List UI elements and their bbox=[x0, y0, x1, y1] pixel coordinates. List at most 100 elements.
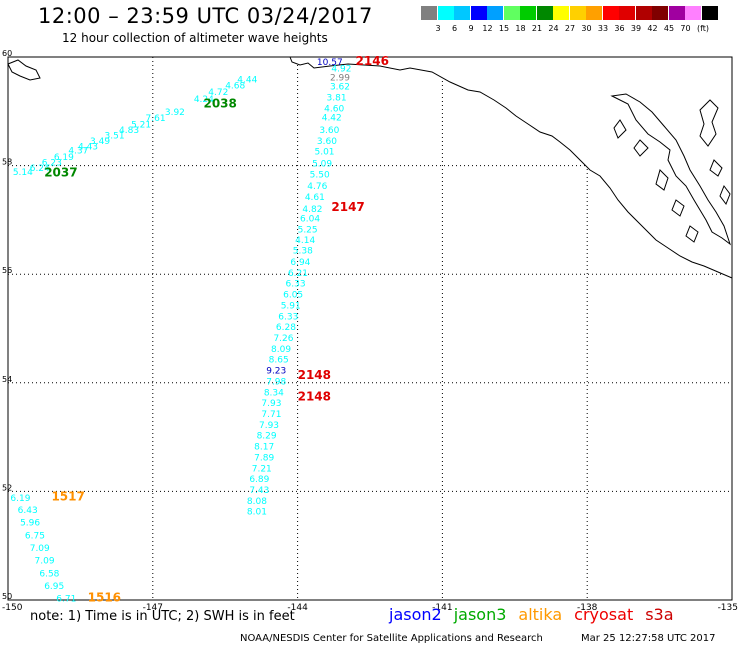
coastline-islands-2 bbox=[699, 99, 719, 147]
wave-height-value: 4.72 bbox=[208, 88, 228, 98]
wave-height-value: 7.98 bbox=[266, 377, 286, 387]
legend-swatch bbox=[685, 6, 701, 20]
lat-tick-label: 52 bbox=[2, 483, 12, 492]
wave-height-value: 7.09 bbox=[30, 544, 50, 554]
wave-height-value: 6.33 bbox=[278, 312, 298, 322]
wave-height-value: 4.68 bbox=[225, 81, 245, 91]
wave-height-value: 4.82 bbox=[302, 205, 322, 215]
wave-height-value: 4.44 bbox=[237, 76, 257, 86]
wave-height-value: 3.51 bbox=[105, 131, 125, 141]
wave-height-value: 6.94 bbox=[290, 258, 310, 268]
page-title: 12:00 – 23:59 UTC 03/24/2017 bbox=[38, 4, 373, 28]
wave-height-value: 6.05 bbox=[283, 291, 303, 301]
wave-height-value: 7.61 bbox=[146, 114, 166, 124]
coastline-islands-3 bbox=[655, 169, 699, 243]
wave-height-value: 5.38 bbox=[293, 247, 313, 257]
wave-height-value: 4.43 bbox=[78, 142, 98, 152]
legend-swatch bbox=[487, 6, 503, 20]
wave-height-value: 5.01 bbox=[314, 148, 334, 158]
alaska-coastline bbox=[7, 56, 733, 279]
legend-label: 36 bbox=[614, 24, 625, 33]
legend-label: 24 bbox=[548, 24, 559, 33]
wave-height-value: 7.93 bbox=[261, 399, 281, 409]
legend-swatch bbox=[553, 6, 569, 20]
legend-swatch bbox=[536, 6, 553, 20]
wave-height-value: 3.81 bbox=[327, 93, 347, 103]
wave-height-value: 8.34 bbox=[264, 388, 284, 398]
lon-tick-label: -147 bbox=[143, 603, 163, 613]
legend-label: 39 bbox=[630, 24, 642, 33]
legend-swatch bbox=[437, 6, 454, 20]
wave-height-value: 7.89 bbox=[254, 453, 274, 463]
lat-tick-label: 56 bbox=[2, 266, 12, 275]
lat-tick-label: 54 bbox=[2, 375, 12, 384]
legend-label: 18 bbox=[515, 24, 526, 33]
wave-height-value: 4.14 bbox=[295, 236, 315, 246]
pass-time-label: 1517 bbox=[51, 490, 84, 504]
wave-height-value: 6.21 bbox=[288, 269, 308, 279]
page-subtitle: 12 hour collection of altimeter wave hei… bbox=[62, 31, 328, 45]
coastline-fjords bbox=[613, 119, 731, 206]
legend-swatch bbox=[668, 6, 685, 20]
wave-height-value: 3.60 bbox=[317, 137, 337, 147]
wave-height-value: 4.24 bbox=[194, 95, 214, 105]
wave-height-value: 3.62 bbox=[330, 83, 350, 93]
legend-label: 21 bbox=[531, 24, 543, 33]
satellite-jason2: jason2 bbox=[389, 605, 442, 624]
legend-swatch bbox=[619, 6, 635, 20]
wave-height-value: 5.09 bbox=[312, 160, 332, 170]
wave-height-value: 6.19 bbox=[10, 494, 30, 504]
legend-swatch bbox=[602, 6, 619, 20]
legend-label: 27 bbox=[564, 24, 576, 33]
wave-height-value: 5.50 bbox=[310, 171, 330, 181]
wave-height-value: 4.60 bbox=[324, 104, 344, 114]
legend-label: 12 bbox=[482, 24, 493, 33]
wave-height-value: 4.76 bbox=[307, 182, 327, 192]
wave-height-value: 6.43 bbox=[18, 506, 38, 516]
wave-height-value: 9.23 bbox=[266, 367, 286, 377]
wave-height-value: 6.19 bbox=[54, 153, 74, 163]
pass-time-labels: 2146 2038 2037 2147 2148 2148 1517 1516 bbox=[44, 54, 389, 604]
wave-height-value: 8.09 bbox=[271, 345, 291, 355]
legend-label: 9 bbox=[468, 24, 474, 33]
wave-height-value: 6.24 bbox=[30, 164, 50, 174]
wave-height-value: 6.71 bbox=[56, 595, 76, 605]
legend-label: 6 bbox=[451, 24, 458, 33]
wave-height-value: 6.33 bbox=[286, 280, 306, 290]
legend-label: 3 bbox=[435, 24, 441, 33]
footnote: note: 1) Time is in UTC; 2) SWH is in fe… bbox=[30, 609, 295, 624]
pass-time-label: 1516 bbox=[88, 591, 121, 605]
legend-label: 33 bbox=[597, 24, 609, 33]
legend-swatch bbox=[569, 6, 586, 20]
wave-height-value: 5.91 bbox=[281, 301, 301, 311]
wave-height-value: 8.65 bbox=[269, 356, 289, 366]
lon-tick-label: -150 bbox=[2, 603, 23, 613]
wave-height-value: 4.37 bbox=[68, 147, 88, 157]
wave-height-value: 3.49 bbox=[90, 137, 110, 147]
wave-height-value: 3.92 bbox=[165, 108, 185, 118]
lat-lon-grid bbox=[8, 57, 732, 600]
wave-height-value: 7.21 bbox=[252, 464, 272, 474]
wave-height-value: 5.21 bbox=[131, 121, 151, 131]
footer-credit: NOAA/NESDIS Center for Satellite Applica… bbox=[240, 633, 543, 644]
legend-swatch bbox=[701, 6, 718, 20]
lat-tick-label: 50 bbox=[2, 592, 12, 601]
lon-tick-label: -141 bbox=[432, 603, 452, 613]
wave-height-value: 7.43 bbox=[249, 486, 269, 496]
wave-height-value: 4.83 bbox=[119, 126, 139, 136]
wave-height-value: 3.60 bbox=[319, 126, 339, 136]
wave-height-value: 6.89 bbox=[249, 475, 269, 485]
wave-height-value: 4.61 bbox=[305, 193, 325, 203]
legend-swatch bbox=[586, 6, 602, 20]
wave-height-value: 10.57 bbox=[317, 58, 343, 68]
wave-height-value: 8.01 bbox=[247, 508, 267, 518]
legend-swatch bbox=[454, 6, 470, 20]
lon-tick-label: -135 bbox=[718, 603, 738, 613]
lon-tick-label: -144 bbox=[287, 603, 308, 613]
legend-label: 45 bbox=[663, 24, 675, 33]
wave-height-value: 6.95 bbox=[44, 582, 64, 592]
wave-height-value: 4.92 bbox=[331, 65, 351, 75]
satellite-jason3: jason3 bbox=[453, 605, 507, 624]
legend-swatch bbox=[503, 6, 520, 20]
wave-height-value: 2.99 bbox=[330, 73, 350, 83]
